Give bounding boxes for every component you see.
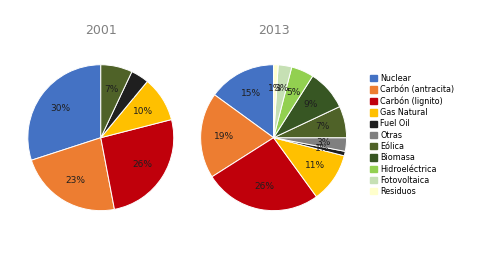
Wedge shape xyxy=(28,65,101,160)
Wedge shape xyxy=(215,65,274,138)
Text: 26%: 26% xyxy=(254,182,274,191)
Text: 1%: 1% xyxy=(268,84,282,93)
Text: 19%: 19% xyxy=(214,132,234,141)
Wedge shape xyxy=(201,95,274,177)
Title: 2001: 2001 xyxy=(85,24,117,37)
Wedge shape xyxy=(31,138,114,211)
Text: 23%: 23% xyxy=(66,176,85,185)
Text: 5%: 5% xyxy=(286,88,300,97)
Wedge shape xyxy=(274,138,344,197)
Wedge shape xyxy=(274,65,292,138)
Wedge shape xyxy=(101,120,174,209)
Text: 11%: 11% xyxy=(305,161,324,170)
Text: 9%: 9% xyxy=(304,100,318,109)
Text: 3%: 3% xyxy=(316,138,330,147)
Wedge shape xyxy=(274,67,312,138)
Text: 7%: 7% xyxy=(315,122,329,131)
Title: 2013: 2013 xyxy=(258,24,289,37)
Legend: Nuclear, Carbón (antracita), Carbón (lignito), Gas Natural, Fuel Oil, Otras, Eól: Nuclear, Carbón (antracita), Carbón (lig… xyxy=(369,72,456,198)
Wedge shape xyxy=(101,65,132,138)
Wedge shape xyxy=(274,76,340,138)
Text: 26%: 26% xyxy=(132,160,153,169)
Text: 7%: 7% xyxy=(105,85,119,94)
Wedge shape xyxy=(212,138,316,211)
Text: 30%: 30% xyxy=(50,104,71,113)
Text: 10%: 10% xyxy=(132,107,153,116)
Wedge shape xyxy=(274,65,278,138)
Text: 15%: 15% xyxy=(241,89,261,98)
Text: 3%: 3% xyxy=(274,84,288,93)
Wedge shape xyxy=(274,107,347,138)
Wedge shape xyxy=(274,138,347,151)
Text: 1%: 1% xyxy=(315,144,329,153)
Text: 4%: 4% xyxy=(120,91,134,100)
Wedge shape xyxy=(274,138,345,156)
Wedge shape xyxy=(101,82,171,138)
Wedge shape xyxy=(101,72,147,138)
